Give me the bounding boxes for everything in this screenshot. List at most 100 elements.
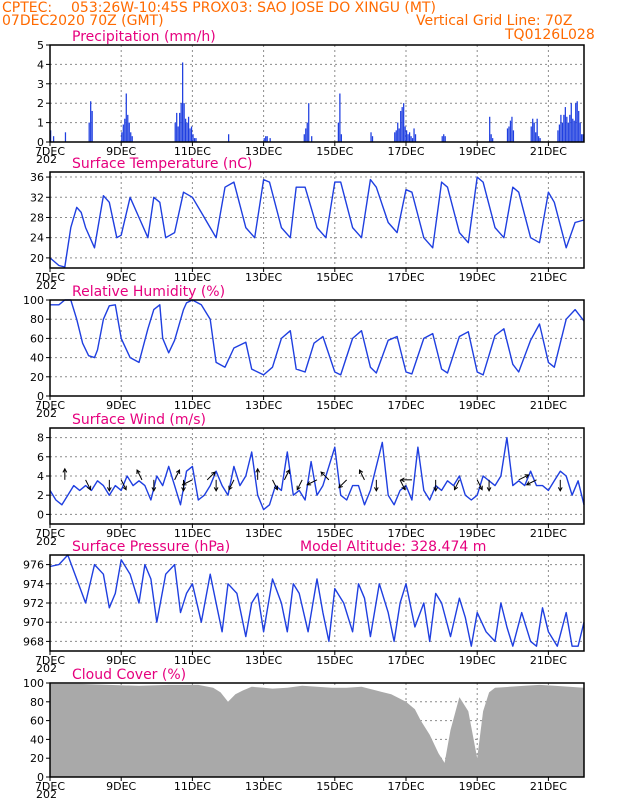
cloud-ytick-label: 0 — [37, 771, 44, 784]
precip-bar — [511, 116, 513, 142]
pressure-series-line — [49, 554, 585, 647]
precip-bar — [337, 122, 340, 142]
wind-arrow-head — [358, 469, 364, 475]
pressure-xtick-label: 9DEC — [106, 654, 136, 667]
precip-bar — [124, 118, 126, 142]
precip-bar — [174, 122, 176, 142]
humidity-ytick-label: 20 — [30, 371, 44, 384]
wind-arrow-head — [524, 474, 530, 479]
cloud-xtick-label: 15DEC — [316, 780, 353, 793]
wind-arrow-head — [433, 487, 439, 492]
header-model: TQ0126L028 — [505, 27, 595, 43]
precip-bar — [228, 134, 230, 142]
precip-bar — [530, 126, 532, 142]
wind-arrow-head — [136, 469, 141, 475]
precip-xtick-label: 7DEC — [35, 145, 65, 158]
precip-bar — [506, 128, 509, 142]
precip-bar — [121, 132, 123, 142]
cloud-xtick-label: 19DEC — [459, 780, 496, 793]
precip-ytick-label: 5 — [37, 39, 44, 52]
precip-bar — [182, 62, 184, 142]
pressure-ytick-label: 972 — [23, 597, 44, 610]
wind-xtick-label: 13DEC — [245, 527, 282, 540]
precip-bar — [489, 116, 491, 142]
wind-ytick-label: 8 — [37, 432, 44, 445]
wind-arrow-head — [401, 485, 406, 491]
wind-xtick-label: 7DEC — [35, 527, 65, 540]
wind-ytick-label: 4 — [37, 470, 44, 483]
wind-arrow-head — [122, 485, 127, 491]
wind-xtick-label: 19DEC — [459, 527, 496, 540]
precip-bar — [184, 118, 187, 142]
humidity-xtick-label: 21DEC — [530, 399, 567, 412]
cloud-year-label: 202 — [36, 788, 57, 800]
wind-arrow — [174, 469, 180, 481]
precip-bar — [411, 138, 414, 142]
precip-bar — [265, 136, 267, 142]
precip-bar — [573, 120, 575, 142]
humidity-title: Relative Humidity (%) — [72, 284, 225, 300]
precip-bar — [536, 118, 538, 142]
precip-bar — [509, 120, 512, 142]
precip-bar — [190, 126, 193, 142]
precip-bar — [177, 126, 179, 142]
cloud-ytick-label: 80 — [30, 696, 44, 709]
wind-arrow-head — [320, 471, 326, 477]
temperature-xtick-label: 13DEC — [245, 271, 282, 284]
wind-arrow — [526, 479, 537, 486]
precip-xtick-label: 19DEC — [459, 145, 496, 158]
humidity-ytick-label: 60 — [30, 332, 44, 345]
precip-bar — [570, 103, 572, 142]
pressure-title: Surface Pressure (hPa) — [72, 539, 230, 555]
precip-bar — [535, 132, 537, 142]
wind-arrow — [136, 469, 143, 481]
wind-arrow-head — [151, 487, 157, 492]
pressure-subtitle: Model Altitude: 328.474 m — [300, 539, 486, 555]
precip-bar — [400, 110, 402, 142]
wind-arrow-head — [228, 485, 233, 491]
wind-arrow — [359, 469, 365, 481]
cloud-xtick-label: 9DEC — [106, 780, 136, 793]
precip-bar — [575, 103, 577, 142]
header-grid-note: Vertical Grid Line: 70Z — [416, 13, 573, 29]
precip-bar — [561, 122, 564, 142]
wind-arrow — [338, 479, 348, 488]
wind-arrow — [454, 479, 460, 490]
pressure-ytick-label: 970 — [23, 616, 44, 629]
precip-bar — [576, 101, 578, 142]
precip-title: Precipitation (mm/h) — [72, 29, 216, 45]
precip-bar — [128, 122, 130, 142]
precip-bar — [563, 114, 565, 142]
wind-ytick-label: 0 — [37, 508, 44, 521]
wind-arrow-head — [106, 487, 112, 492]
pressure-frame — [49, 554, 585, 652]
cloud-xtick-label: 21DEC — [530, 780, 567, 793]
wind-xtick-label: 11DEC — [174, 527, 211, 540]
precip-xtick-label: 15DEC — [316, 145, 353, 158]
precip-bar — [582, 134, 584, 142]
precip-frame — [49, 44, 585, 143]
humidity-xtick-label: 7DEC — [35, 399, 65, 412]
pressure-xtick-label: 21DEC — [530, 654, 567, 667]
precip-bar — [410, 136, 412, 142]
temperature-year-label: 202 — [36, 279, 57, 292]
temperature-xtick-label: 11DEC — [174, 271, 211, 284]
wind-year-label: 202 — [36, 535, 57, 548]
precip-bar — [266, 136, 268, 142]
precip-bar — [52, 136, 55, 142]
precip-bar — [90, 101, 92, 142]
humidity-xtick-label: 15DEC — [316, 399, 353, 412]
temperature-ytick-label: 20 — [30, 252, 44, 265]
temperature-ytick-label: 28 — [30, 211, 44, 224]
precip-bar — [127, 114, 129, 142]
precip-bar — [311, 136, 313, 142]
humidity-xtick-label: 19DEC — [459, 399, 496, 412]
pressure-xtick-label: 15DEC — [316, 654, 353, 667]
precip-bar — [179, 112, 181, 142]
humidity-xtick-label: 9DEC — [106, 399, 136, 412]
precip-bar — [564, 107, 566, 142]
wind-arrow-head — [285, 469, 290, 475]
wind-arrow-head — [453, 485, 459, 491]
precip-bar — [492, 138, 494, 142]
pressure-xtick-label: 11DEC — [174, 654, 211, 667]
